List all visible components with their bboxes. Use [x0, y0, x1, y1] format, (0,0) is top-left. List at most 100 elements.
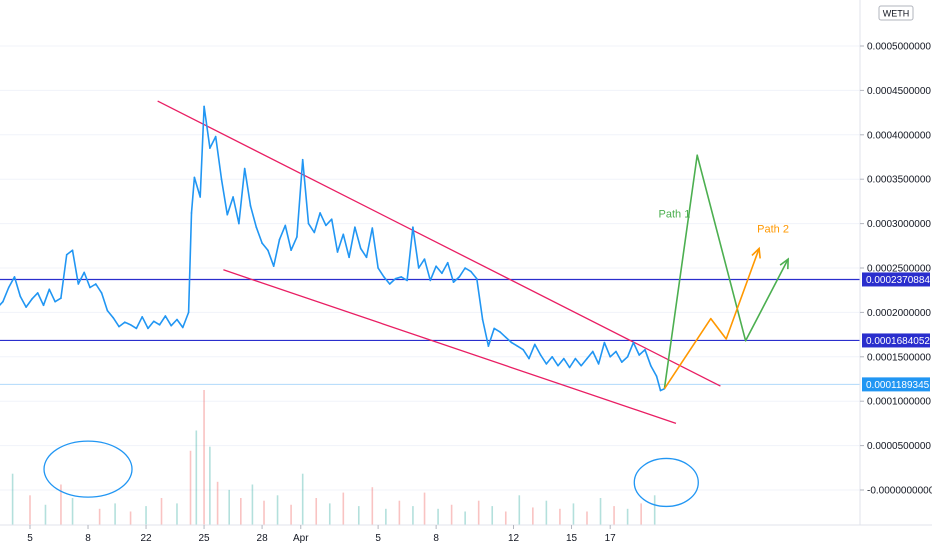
price-point-99: [499, 331, 501, 333]
price-point-86: [423, 258, 426, 260]
y-tick-label-7: 0.0001500000: [867, 352, 931, 363]
price-point-116: [597, 363, 600, 365]
volume-bar-32: [398, 500, 401, 525]
volume-bar-40: [504, 511, 507, 525]
volume-bar-23: [276, 495, 279, 525]
price-point-30: [106, 309, 109, 312]
volume-bar-48: [613, 506, 615, 525]
price-point-59: [267, 249, 269, 252]
price-point-49: [209, 147, 211, 149]
price-series: [0, 105, 666, 392]
price-point-42: [176, 318, 178, 321]
volume-bar-8: [98, 508, 101, 525]
volume-bar-41: [518, 495, 521, 525]
price-tags: 0.0002370884 0.0001684052 0.0001189345: [862, 272, 930, 392]
price-point-112: [574, 357, 577, 360]
price-point-85: [417, 267, 420, 269]
volume-bar-18: [216, 481, 219, 525]
price-point-118: [609, 356, 611, 358]
volume-bar-5: [44, 504, 47, 525]
price-point-95: [475, 277, 478, 280]
trendline-1: [223, 269, 677, 425]
price-point-108: [551, 356, 553, 358]
y-tick-label-1: 0.0004500000: [867, 86, 931, 97]
volume-bar-19: [228, 489, 231, 525]
price-tag-box-1: [862, 333, 930, 348]
grid: [0, 45, 860, 491]
price-point-34: [129, 324, 132, 326]
volume-bar-4: [29, 495, 31, 525]
volume-bar-37: [464, 511, 466, 525]
price-point-81: [394, 277, 397, 280]
volume-bar-6: [60, 484, 62, 525]
volume-bar-24: [290, 504, 292, 525]
price-point-18: [36, 292, 39, 294]
price-point-22: [60, 297, 62, 299]
y-tick-label-3: 0.0003500000: [867, 175, 931, 186]
y-tick-label-0: 0.0005000000: [867, 42, 931, 53]
trendlines: [157, 100, 721, 425]
price-point-109: [557, 364, 559, 367]
unit-label-box[interactable]: WETH: [878, 5, 914, 21]
trendline-0: [157, 100, 721, 387]
price-point-50: [214, 135, 217, 138]
volume-bar-16: [203, 390, 205, 525]
price-point-88: [435, 265, 437, 268]
volume-bar-39: [491, 506, 494, 525]
volume-bar-15: [195, 430, 198, 525]
price-point-79: [383, 276, 385, 278]
price-point-91: [452, 281, 455, 284]
volume-bar-49: [626, 508, 629, 525]
x-tick-label-1: 8: [85, 533, 91, 544]
x-tick-label-4: 28: [257, 533, 269, 544]
volume-bar-20: [240, 498, 242, 525]
price-point-73: [348, 256, 350, 259]
volume-bar-11: [145, 506, 147, 525]
price-point-94: [470, 270, 472, 273]
price-point-98: [493, 327, 495, 330]
price-point-37: [147, 327, 149, 330]
volume-bar-51: [653, 495, 656, 525]
x-tick-label-6: 5: [375, 533, 381, 544]
price-point-53: [232, 196, 234, 198]
y-tick-label-6: 0.0002000000: [867, 308, 931, 319]
price-point-40: [164, 315, 167, 317]
price-point-124: [644, 348, 646, 351]
price-point-41: [170, 324, 172, 327]
price-point-47: [199, 196, 201, 198]
volume-bar-25: [301, 473, 304, 525]
volume-bar-28: [342, 492, 345, 525]
price-point-77: [371, 227, 374, 229]
volume-bar-50: [640, 503, 642, 525]
price-point-26: [83, 271, 85, 274]
price-point-105: [533, 343, 536, 346]
price-point-33: [123, 321, 126, 323]
price-axis[interactable]: 0.0005000000 0.0004500000 0.0004000000 0.00…: [860, 42, 932, 497]
volume-bar-43: [545, 500, 548, 525]
volume-bar-31: [385, 508, 387, 525]
price-point-75: [359, 247, 362, 250]
price-point-21: [54, 300, 56, 303]
price-point-45: [190, 212, 193, 214]
price-point-122: [632, 341, 635, 344]
price-point-113: [580, 364, 582, 367]
unit-label: WETH: [883, 9, 910, 19]
price-point-52: [226, 213, 229, 216]
price-point-125: [650, 364, 652, 367]
time-axis[interactable]: 5 8 22 25 28 Apr 5 8 12 15 17: [27, 525, 616, 544]
volume-bar-7: [71, 498, 74, 525]
x-tick-label-2: 22: [140, 533, 152, 544]
price-point-44: [187, 311, 190, 314]
projections: Path 1 Path 2: [659, 154, 789, 390]
price-point-71: [336, 251, 339, 253]
volume-bar-13: [176, 503, 178, 525]
price-point-102: [516, 345, 519, 347]
price-point-57: [255, 226, 258, 228]
volume-bar-47: [599, 498, 602, 525]
price-point-12: [2, 300, 4, 303]
price-point-61: [278, 238, 281, 241]
price-point-72: [342, 233, 345, 236]
price-point-127: [659, 389, 662, 392]
price-point-126: [655, 375, 658, 378]
volume-bar-38: [477, 500, 480, 525]
